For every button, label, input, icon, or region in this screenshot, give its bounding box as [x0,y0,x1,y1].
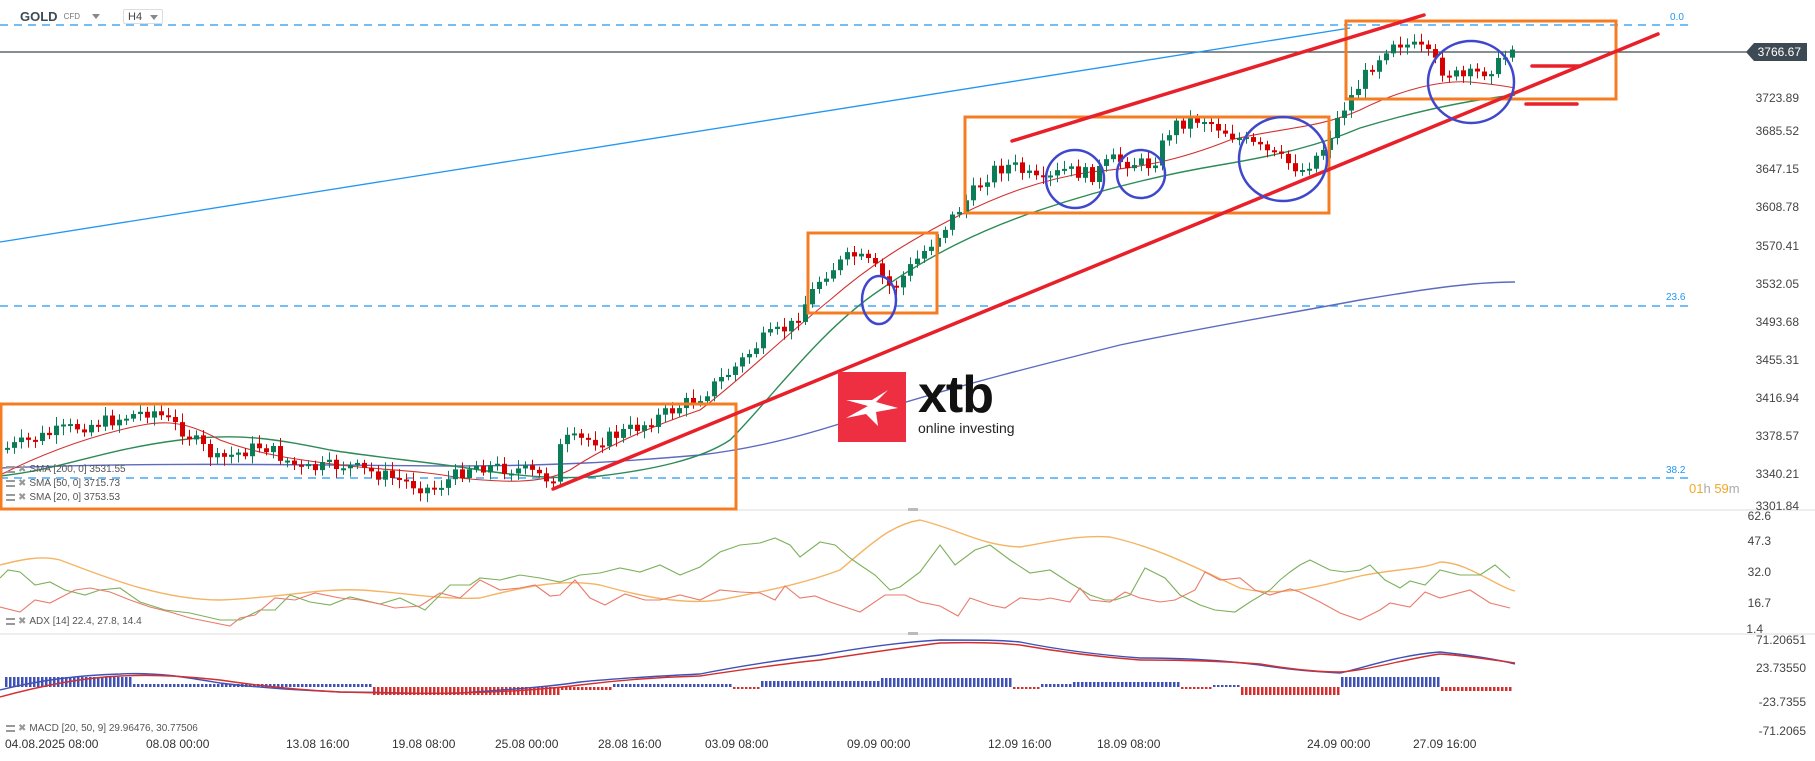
settings-icon[interactable] [6,618,15,625]
price-label: 3301.84 [1755,499,1799,513]
fibonacci-levels[interactable] [0,24,1690,479]
pane-resize-handle[interactable] [908,632,918,635]
sma20-line [0,81,1516,482]
highlight-circles[interactable] [860,39,1516,326]
fib-label-38-2: 38.2 [1666,465,1686,476]
settings-icon[interactable] [6,466,15,473]
price-label: 3647.15 [1755,162,1799,176]
fib-label-23-6: 23.6 [1666,292,1686,303]
time-label: 12.09 16:00 [988,737,1052,751]
close-icon[interactable]: ✖ [18,616,27,627]
close-icon[interactable]: ✖ [18,492,27,503]
legend-adx[interactable]: ✖ ADX [14] 22.4, 27.8, 14.4 [6,616,142,627]
time-label: 03.09 08:00 [705,737,769,751]
trend-channel[interactable] [551,13,1660,491]
price-label: 3685.52 [1755,124,1799,138]
symbol-selector[interactable]: GOLD CFD [20,9,101,24]
legend-sma200[interactable]: ✖ SMA [200, 0] 3531.55 [6,464,126,475]
time-label: 13.08 16:00 [286,737,350,751]
xtb-logo: xtb online investing [838,366,1015,442]
brand-tagline: online investing [918,420,1015,436]
price-label: 3416.94 [1755,391,1799,405]
time-label: 25.08 00:00 [495,737,559,751]
adx-pane [0,519,1516,627]
close-icon[interactable]: ✖ [18,478,27,489]
macd-pane [0,639,1516,698]
chevron-down-icon [150,15,158,20]
settings-icon[interactable] [6,725,15,732]
price-label: 3723.89 [1755,91,1799,105]
time-label: 24.09 00:00 [1307,737,1371,751]
timeframe-selector[interactable]: H4 [123,9,163,24]
pane-resize-handle[interactable] [908,508,918,511]
timeframe-value: H4 [128,10,143,23]
blue-trendline[interactable] [0,27,1351,243]
legend-macd[interactable]: ✖ MACD [20, 50, 9] 29.96476, 30.77506 [6,723,198,734]
close-icon[interactable]: ✖ [18,723,27,734]
price-label: 3378.57 [1755,429,1799,443]
close-icon[interactable]: ✖ [18,464,27,475]
candlesticks [5,33,1515,503]
price-label: 3340.21 [1755,467,1799,481]
time-label: 08.08 00:00 [146,737,210,751]
sma200-line [0,281,1516,469]
fib-label-0: 0.0 [1670,12,1684,23]
candle-countdown: 01h 59m [1689,481,1740,496]
price-label: 3493.68 [1755,315,1799,329]
settings-icon[interactable] [6,494,15,501]
consolidation-boxes[interactable] [0,19,1618,511]
time-label: 27.09 16:00 [1413,737,1477,751]
time-label: 09.09 00:00 [847,737,911,751]
current-price-tag: 3766.67 [1745,43,1807,61]
legend-sma20[interactable]: ✖ SMA [20, 0] 3753.53 [6,492,120,503]
xtb-logo-mark [838,372,906,442]
price-label: 3532.05 [1755,277,1799,291]
time-label: 18.09 08:00 [1097,737,1161,751]
sma50-line [0,94,1516,479]
brand-name: xtb [918,366,994,424]
price-label: 3608.78 [1755,200,1799,214]
symbol-name: GOLD [20,9,58,24]
price-label: 3455.31 [1755,353,1799,367]
time-label: 04.08.2025 08:00 [5,737,99,751]
symbol-type: CFD [63,12,81,21]
legend-sma50[interactable]: ✖ SMA [50, 0] 3715.73 [6,478,120,489]
time-label: 28.08 16:00 [598,737,662,751]
chevron-down-icon [92,14,101,19]
time-label: 19.08 08:00 [392,737,456,751]
price-label: 3570.41 [1755,239,1799,253]
settings-icon[interactable] [6,480,15,487]
